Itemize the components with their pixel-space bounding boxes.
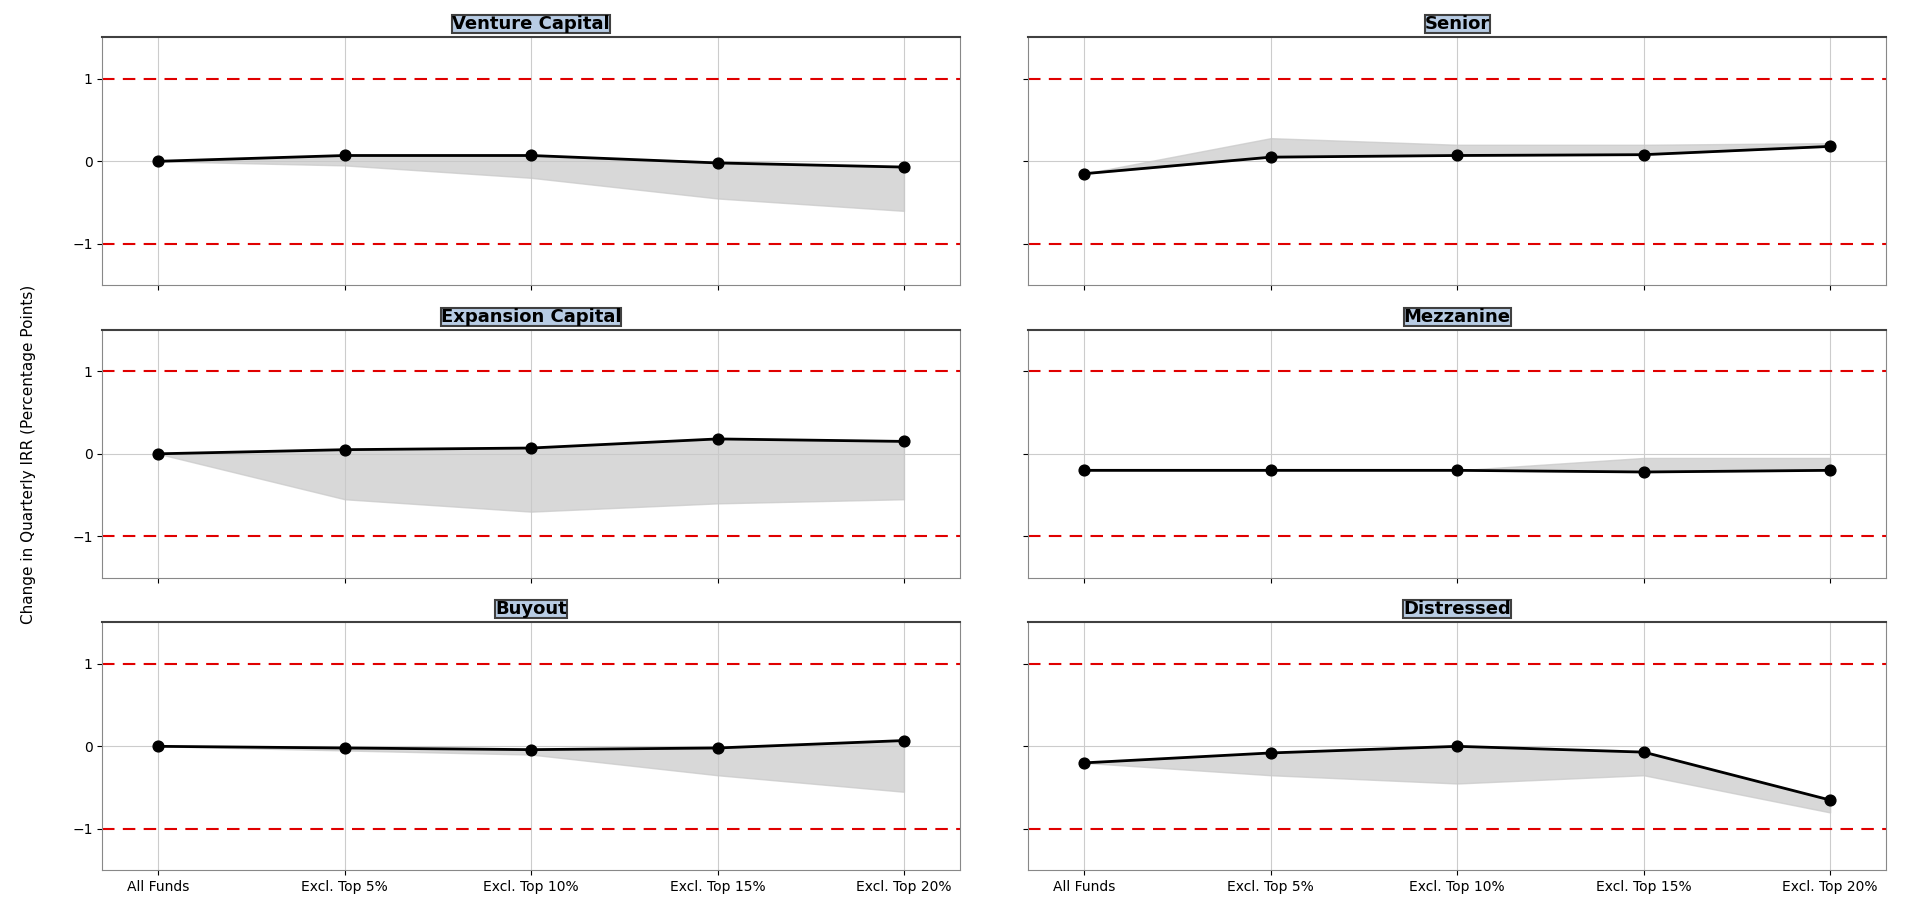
Point (1069, 166, 1099, 181)
Point (143, 446, 173, 461)
Point (1255, 745, 1286, 760)
Point (516, 441, 547, 455)
Point (890, 734, 920, 748)
Point (1815, 793, 1846, 807)
Point (330, 443, 360, 457)
Point (1442, 739, 1473, 754)
Point (1442, 463, 1473, 477)
Point (1629, 147, 1659, 162)
Point (1069, 755, 1099, 770)
Point (703, 741, 733, 755)
Title: Venture Capital: Venture Capital (451, 15, 610, 33)
Title: Buyout: Buyout (495, 600, 568, 618)
Point (1069, 463, 1099, 477)
Title: Distressed: Distressed (1404, 600, 1511, 618)
Point (1629, 744, 1659, 759)
Point (330, 741, 360, 755)
Point (1255, 463, 1286, 477)
Point (143, 154, 173, 168)
Point (703, 155, 733, 170)
Title: Senior: Senior (1425, 15, 1490, 33)
Point (890, 160, 920, 175)
Point (143, 739, 173, 754)
Point (516, 743, 547, 757)
Point (1629, 464, 1659, 479)
Point (1255, 150, 1286, 165)
Point (1815, 139, 1846, 154)
Point (1815, 463, 1846, 477)
Point (330, 148, 360, 163)
Point (1442, 148, 1473, 163)
Point (890, 435, 920, 449)
Title: Mezzanine: Mezzanine (1404, 307, 1511, 325)
Text: Change in Quarterly IRR (Percentage Points): Change in Quarterly IRR (Percentage Poin… (21, 285, 36, 624)
Point (516, 148, 547, 163)
Title: Expansion Capital: Expansion Capital (440, 307, 621, 325)
Point (703, 432, 733, 446)
